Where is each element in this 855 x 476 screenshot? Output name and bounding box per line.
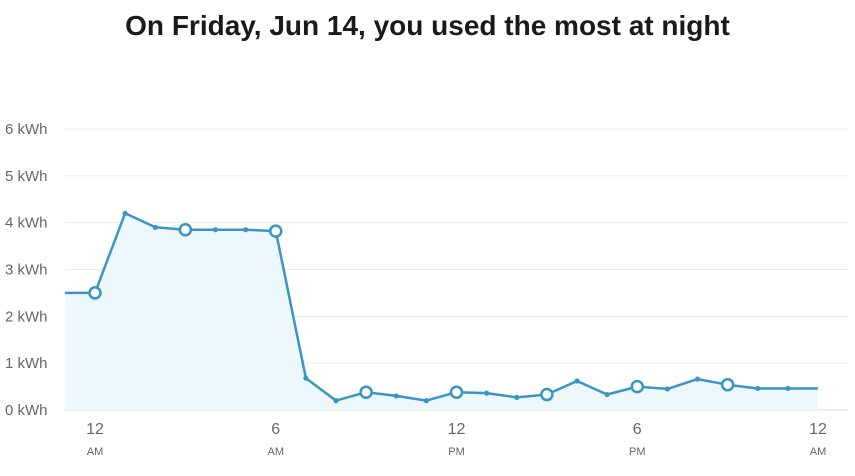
area-fill: [65, 213, 818, 410]
data-point-dot[interactable]: [514, 394, 520, 400]
data-point-ring[interactable]: [630, 379, 644, 394]
y-tick-label: 0 kWh: [5, 402, 48, 419]
x-tick-label: 6: [271, 421, 280, 438]
y-axis-ticks: 0 kWh 1 kWh 2 kWh 3 kWh 4 kWh 5 kWh 6 kWh: [5, 121, 48, 419]
x-tick-label: 12: [448, 421, 466, 438]
data-points: [88, 210, 791, 404]
data-point-ring[interactable]: [88, 286, 102, 300]
x-tick-label: 12: [809, 421, 827, 438]
data-point-dot[interactable]: [484, 390, 490, 396]
data-point-ring[interactable]: [449, 385, 464, 399]
data-point-dot[interactable]: [303, 375, 309, 381]
x-tick-sublabel: PM: [629, 446, 646, 458]
y-tick-label: 2 kWh: [5, 308, 48, 325]
data-point-ring[interactable]: [720, 377, 735, 392]
data-point-ring[interactable]: [178, 222, 193, 237]
data-point-dot[interactable]: [333, 398, 339, 404]
data-point-dot[interactable]: [604, 391, 610, 398]
data-point-ring[interactable]: [359, 385, 373, 399]
x-tick-sublabel: AM: [810, 446, 827, 458]
y-tick-label: 1 kWh: [5, 355, 48, 372]
data-point-ring[interactable]: [269, 224, 283, 238]
y-tick-label: 3 kWh: [5, 262, 48, 279]
data-point-dot[interactable]: [785, 385, 791, 392]
x-tick-sublabel: PM: [448, 446, 465, 458]
x-axis-ticks: 12 AM 6 AM 12 PM 6 PM 12 AM: [86, 421, 827, 458]
x-tick-label: 12: [86, 421, 104, 438]
data-point-dot[interactable]: [694, 376, 701, 382]
y-tick-label: 6 kWh: [5, 121, 48, 138]
y-tick-label: 4 kWh: [5, 215, 48, 232]
x-tick-sublabel: AM: [87, 446, 104, 458]
x-tick-label: 6: [633, 421, 642, 438]
data-point-dot[interactable]: [152, 224, 158, 230]
data-point-dot[interactable]: [755, 385, 761, 392]
data-point-dot[interactable]: [423, 398, 429, 404]
data-point-dot[interactable]: [393, 393, 399, 399]
x-tick-sublabel: AM: [268, 446, 285, 458]
data-point-dot[interactable]: [664, 386, 670, 392]
data-point-dot[interactable]: [574, 378, 580, 384]
data-point-ring[interactable]: [540, 387, 554, 402]
y-tick-label: 5 kWh: [5, 168, 48, 185]
area-fill-shape: [65, 213, 818, 410]
data-point-dot[interactable]: [243, 227, 249, 233]
data-point-dot[interactable]: [122, 210, 128, 216]
chart-title: On Friday, Jun 14, you used the most at …: [125, 10, 730, 41]
data-point-dot[interactable]: [212, 227, 219, 233]
